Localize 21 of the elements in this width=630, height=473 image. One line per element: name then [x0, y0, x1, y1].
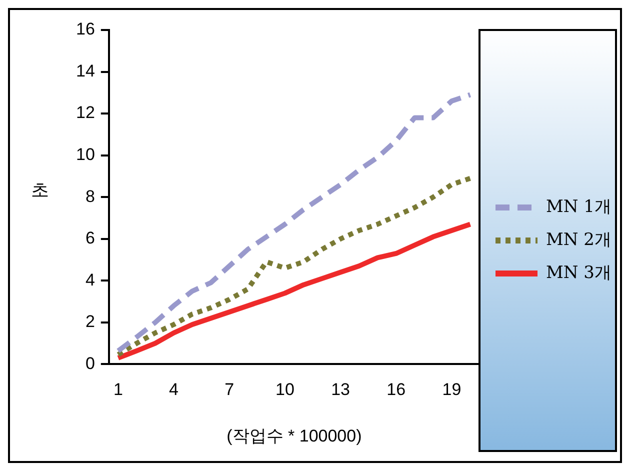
x-tick-label: 16 [386, 380, 406, 400]
y-tick-label: 10 [76, 145, 95, 164]
y-tick-label: 8 [85, 186, 95, 206]
y-tick-label: 16 [76, 20, 95, 39]
x-tick-label: 13 [331, 380, 350, 400]
y-axis-title: 초 [31, 180, 49, 201]
x-axis-title: (작업수 * 100000) [226, 426, 362, 446]
x-tick-label: 4 [169, 380, 178, 400]
x-tick-label: 7 [224, 380, 234, 400]
x-tick-label: 19 [442, 380, 462, 400]
y-tick-label: 12 [76, 103, 95, 122]
x-tick-label: 10 [275, 380, 294, 400]
y-tick-label: 6 [85, 228, 95, 248]
x-tick-label: 1 [113, 380, 123, 400]
y-tick-label: 14 [76, 61, 95, 80]
y-tick-label: 4 [85, 270, 95, 290]
y-tick-label: 0 [85, 354, 95, 373]
legend-label: MN 3개 [546, 262, 612, 283]
y-tick-label: 2 [85, 312, 95, 332]
legend-label: MN 2개 [546, 230, 612, 250]
legend-label: MN 1개 [546, 196, 612, 217]
